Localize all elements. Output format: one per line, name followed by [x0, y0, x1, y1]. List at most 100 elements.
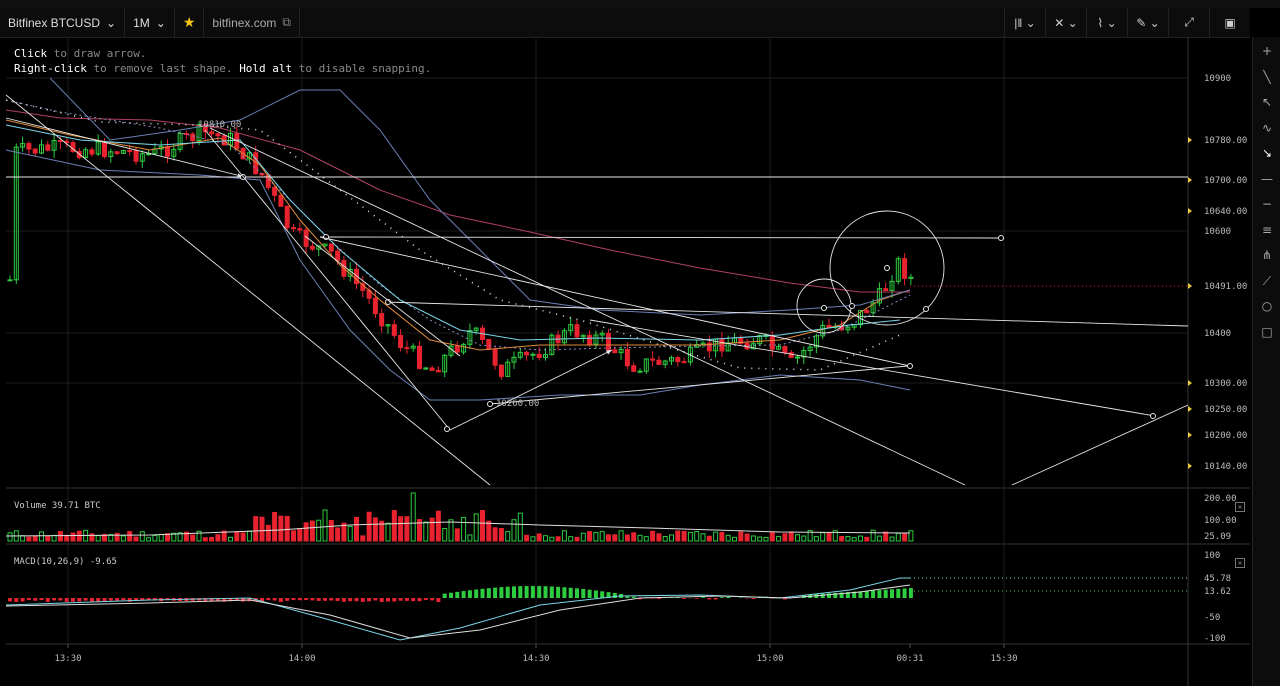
macd-bar: [354, 598, 359, 602]
volume-bar: [209, 537, 215, 542]
macd-bar: [272, 598, 277, 601]
candle-body: [467, 330, 473, 345]
volume-bar: [650, 530, 656, 542]
indicator-icon: ⌇ ⌄: [1097, 15, 1117, 30]
trend-line[interactable]: [384, 301, 1189, 327]
trend-line[interactable]: [209, 127, 966, 486]
price-tick-label: 10780.00: [1204, 136, 1247, 146]
line-icon[interactable]: ╲: [1263, 69, 1271, 84]
macd-tick-label: 13.62: [1204, 587, 1231, 597]
drawing-handle[interactable]: [821, 305, 827, 311]
trend-line[interactable]: [204, 129, 451, 431]
volume-bar: [700, 533, 706, 542]
interval-selector[interactable]: 1M ⌄: [125, 8, 175, 37]
candle-body: [902, 258, 908, 279]
trend-line[interactable]: [449, 349, 613, 431]
dash-icon[interactable]: −: [1261, 197, 1273, 211]
symbol-selector[interactable]: Bitfinex BTCUSD ⌄: [0, 8, 126, 37]
candle-body: [120, 150, 126, 154]
macd-bar: [612, 592, 617, 598]
macd-bar: [436, 598, 441, 602]
macd-bar: [266, 598, 271, 601]
screenshot-button[interactable]: ▣: [1209, 8, 1250, 37]
volume-bar: [89, 533, 95, 542]
arrow-line[interactable]: [5, 117, 246, 178]
drawing-handle[interactable]: [849, 303, 855, 309]
time-tick-label: 14:00: [288, 654, 315, 664]
volume-bar: [146, 537, 152, 542]
volume-bar: [618, 530, 624, 542]
candle-body: [127, 150, 133, 153]
indicator-button[interactable]: ⌇ ⌄: [1086, 8, 1127, 37]
ray-icon[interactable]: ↖: [1261, 95, 1273, 109]
drawing-handle[interactable]: [998, 235, 1004, 241]
macd-bar: [858, 591, 863, 598]
curve-icon[interactable]: ∿: [1261, 120, 1273, 135]
trend-line[interactable]: [1011, 404, 1189, 486]
fan-icon[interactable]: ⟋: [1262, 273, 1272, 288]
close-icon[interactable]: ✕: [1235, 558, 1245, 568]
macd-bar: [45, 598, 50, 602]
hline-icon[interactable]: —: [1261, 171, 1273, 186]
pitchfork-icon[interactable]: ⋔: [1261, 248, 1273, 262]
trend-line[interactable]: [489, 365, 909, 405]
draw-button[interactable]: ✎ ⌄: [1127, 8, 1168, 37]
volume-bar: [536, 533, 542, 542]
macd-bar: [404, 598, 409, 601]
macd-bar: [568, 587, 573, 598]
macd-bar: [896, 588, 901, 598]
drawing-handle[interactable]: [907, 363, 913, 369]
trend-line[interactable]: [589, 319, 1156, 417]
fullscreen-button[interactable]: ⤢: [1168, 8, 1209, 37]
rect-icon[interactable]: □: [1261, 324, 1273, 339]
candle-body: [580, 334, 586, 338]
plus-icon[interactable]: +: [1261, 44, 1273, 58]
drawing-handle[interactable]: [487, 401, 493, 407]
volume-bar: [543, 535, 548, 542]
macd-bar: [701, 597, 705, 598]
volume-bar: [309, 520, 315, 542]
volume-label: Volume 39.71 BTC: [14, 501, 101, 511]
volume-bar: [555, 536, 561, 542]
macd-bar: [682, 598, 687, 599]
candle-body: [165, 146, 170, 157]
macd-bar: [656, 598, 661, 599]
candle-body: [39, 144, 44, 154]
macd-bar: [499, 587, 504, 598]
volume-bar: [473, 513, 479, 542]
arrow-icon[interactable]: ↘: [1261, 146, 1273, 160]
macd-bar: [467, 590, 472, 598]
trend-line[interactable]: [319, 236, 911, 367]
favorite-button[interactable]: ★: [175, 8, 205, 37]
close-icon[interactable]: ✕: [1235, 502, 1245, 512]
volume-bar: [870, 529, 876, 542]
crosshair-icon: ✕ ⌄: [1054, 15, 1078, 30]
volume-bar: [202, 537, 208, 542]
candle-body: [51, 140, 57, 151]
bars-button[interactable]: |‖ ⌄: [1004, 8, 1045, 37]
drawing-handle[interactable]: [884, 265, 890, 271]
candle-body: [795, 356, 800, 359]
drawing-handle[interactable]: [444, 426, 450, 432]
circle-shape[interactable]: [829, 210, 945, 326]
drawings[interactable]: [5, 94, 1189, 486]
fib-icon[interactable]: ≡: [1261, 222, 1273, 237]
arrow-line[interactable]: [319, 236, 1001, 239]
price-chart[interactable]: 10900 10780.00 10700.00 10640.00 10600 10491.…: [0, 0, 1252, 686]
candle-body: [568, 324, 574, 332]
circle-icon[interactable]: ○: [1261, 299, 1273, 313]
volume-bar: [410, 492, 416, 542]
candle-body: [372, 297, 378, 315]
macd-bar: [518, 586, 523, 598]
drawing-handle[interactable]: [923, 306, 929, 312]
trend-line[interactable]: [5, 94, 491, 486]
trend-line[interactable]: [304, 235, 461, 357]
crosshair-button[interactable]: ✕ ⌄: [1045, 8, 1086, 37]
volume-bar: [404, 516, 410, 542]
volume-bar: [139, 531, 145, 542]
source-link[interactable]: bitfinex.com ⧉: [204, 8, 300, 37]
candle-body: [95, 141, 101, 155]
drawing-handle[interactable]: [1150, 413, 1156, 419]
parabolic-sar: [5, 99, 901, 371]
macd-bar: [751, 598, 756, 600]
